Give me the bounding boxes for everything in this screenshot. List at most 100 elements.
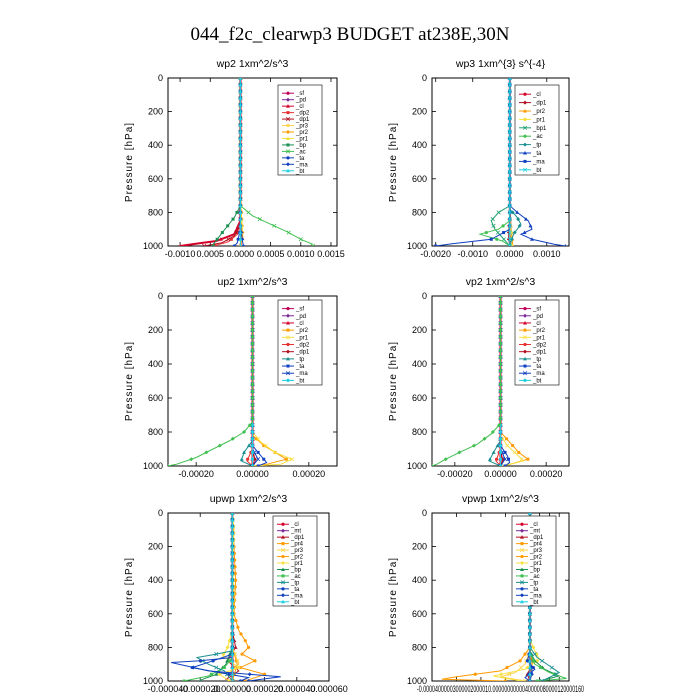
data-point	[495, 443, 500, 448]
data-point	[230, 531, 235, 535]
data-point	[523, 306, 527, 311]
data-point	[527, 605, 532, 609]
data-point	[519, 580, 525, 585]
data-point	[227, 679, 232, 681]
data-point	[238, 217, 243, 221]
data-point	[552, 672, 556, 676]
x-tick-label: 0.00000	[484, 469, 517, 479]
data-point	[505, 443, 510, 448]
legend-box	[277, 299, 323, 386]
legend: _sf_pd_cl_dp2_dp1_pr3_pr2_pr1_bp_ac_ta_m…	[277, 84, 323, 176]
data-point	[498, 437, 503, 441]
data-point	[520, 561, 524, 565]
panel-5: upwp 1xm^2/s^3 Pressure [hPa] 0 200 400 600 80…	[124, 493, 348, 694]
data-point	[523, 142, 527, 147]
data-point	[505, 665, 509, 670]
data-point	[498, 450, 503, 454]
data-point	[189, 457, 194, 462]
data-point	[520, 542, 524, 546]
data-point	[496, 210, 501, 215]
data-point	[484, 230, 488, 235]
data-point	[498, 375, 503, 380]
y-tick-label: 600	[148, 393, 163, 403]
legend-label: _ma	[295, 162, 308, 168]
data-point	[527, 672, 532, 676]
data-point	[490, 217, 495, 222]
data-point	[253, 659, 257, 663]
legend-label: _cl	[295, 321, 304, 327]
data-point	[529, 237, 534, 241]
data-point	[281, 542, 285, 546]
data-point	[238, 196, 243, 201]
data-point	[298, 237, 303, 242]
data-point	[498, 348, 503, 353]
data-point	[250, 382, 255, 387]
x-tick-label: 0.00000	[236, 469, 269, 479]
data-point	[281, 599, 285, 604]
data-point	[246, 679, 251, 681]
data-point	[230, 645, 235, 649]
data-point	[564, 244, 567, 246]
legend-label: _pr3	[290, 548, 304, 554]
data-point	[202, 243, 207, 246]
data-point	[540, 678, 545, 681]
data-point	[243, 639, 247, 643]
data-point	[233, 565, 237, 569]
data-point	[220, 231, 224, 235]
legend-label: _cl	[532, 321, 541, 327]
data-point	[532, 652, 537, 657]
data-point	[507, 136, 512, 141]
data-point	[250, 300, 255, 305]
x-tick-label-overlap: -0.00004000003000002000010.0000000000040…	[417, 684, 584, 694]
data-point	[238, 96, 243, 100]
data-point	[238, 109, 243, 114]
data-point	[515, 210, 520, 214]
x-tick-label: -0.000040	[148, 684, 189, 694]
legend-label: _dp1	[290, 535, 305, 541]
data-point	[503, 464, 507, 466]
data-point	[507, 96, 512, 101]
data-point	[222, 666, 226, 670]
data-point	[520, 554, 524, 559]
y-tick-label: 800	[412, 427, 427, 437]
data-point	[498, 300, 503, 305]
data-point	[239, 244, 242, 246]
data-point	[286, 156, 290, 160]
data-point	[214, 652, 219, 657]
data-point	[523, 356, 527, 361]
data-point	[235, 658, 240, 663]
data-point	[231, 679, 234, 681]
data-point	[285, 116, 291, 122]
data-point	[498, 409, 503, 414]
data-point	[226, 224, 230, 228]
data-point	[517, 450, 521, 454]
data-point	[256, 450, 260, 454]
data-point	[495, 237, 499, 241]
data-point	[230, 625, 235, 629]
data-point	[204, 450, 209, 455]
data-point	[507, 230, 512, 235]
data-point	[230, 584, 235, 589]
legend-label: _pr2	[295, 130, 309, 136]
y-tick-label: 200	[412, 107, 427, 117]
data-point	[498, 444, 503, 448]
data-point	[496, 423, 501, 428]
data-point	[246, 443, 251, 448]
data-point	[286, 306, 290, 311]
data-point	[250, 430, 255, 434]
y-tick-label: 200	[148, 107, 163, 117]
data-point	[214, 665, 219, 670]
data-point	[228, 659, 232, 663]
data-point	[238, 136, 243, 140]
data-point	[523, 652, 527, 656]
data-point	[230, 638, 235, 643]
x-tick-label: 0.0000	[496, 249, 524, 259]
data-point	[522, 371, 528, 376]
data-point	[522, 167, 528, 172]
legend-label: _ma	[295, 371, 308, 377]
data-point	[286, 364, 290, 368]
legend-box	[514, 84, 560, 176]
data-point	[286, 104, 290, 108]
legend-label: _sf	[532, 307, 541, 313]
data-point	[511, 444, 515, 448]
